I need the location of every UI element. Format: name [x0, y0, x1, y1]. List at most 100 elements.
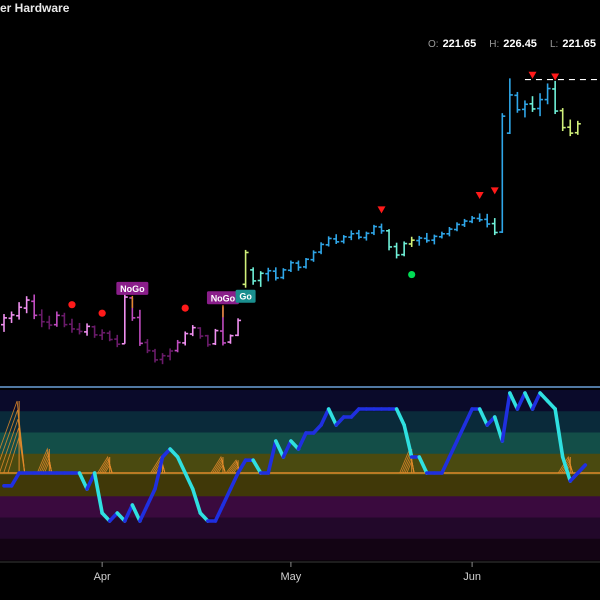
price-bar: [408, 236, 415, 247]
price-bar: [438, 231, 445, 239]
price-bar: [23, 296, 30, 314]
price-bar: [68, 318, 75, 333]
low-value: 221.65: [562, 38, 596, 50]
open-value: 221.65: [442, 38, 477, 50]
oscillator-segment: [349, 407, 361, 419]
oscillator-segment: [145, 487, 157, 507]
ohlc-readout: O: 221.65 H: 226.45 L: 221.65: [428, 38, 596, 50]
time-axis: Apr May Jun: [94, 562, 481, 583]
oscillator-segment: [281, 439, 293, 459]
price-bar: [197, 327, 204, 339]
oscillator-segment: [130, 503, 142, 523]
price-bar: [559, 108, 566, 132]
red-triangle-marker: [490, 187, 499, 195]
oscillator-segment: [100, 511, 112, 523]
oscillator-segment: [462, 407, 474, 427]
oscillator-segment: [334, 415, 346, 427]
price-bar: [250, 267, 257, 285]
tag-box: [235, 289, 256, 303]
price-bar: [287, 260, 294, 273]
price-bar: [476, 213, 483, 222]
oscillator-segment: [394, 407, 406, 427]
price-bar: [333, 234, 340, 244]
price-bar: [144, 339, 151, 354]
wave-shading: [36, 447, 53, 474]
price-bar: [167, 348, 174, 361]
oscillator-segment: [160, 447, 172, 459]
price-bar: [76, 322, 83, 335]
tag-label: Go: [239, 292, 252, 302]
price-bar: [340, 235, 347, 244]
oscillator-segment: [198, 511, 210, 523]
oscillator-segment: [455, 423, 467, 443]
time-axis-label: May: [281, 571, 302, 583]
red-triangle-marker: [551, 73, 560, 81]
price-bar: [174, 339, 181, 353]
time-axis-label: Jun: [463, 571, 481, 583]
oscillator-segment: [560, 455, 573, 483]
red-dot-marker: [98, 309, 106, 317]
price-bar: [295, 260, 302, 271]
oscillator-segment: [447, 439, 459, 459]
price-bar: [431, 234, 438, 245]
oscillator-segment: [500, 391, 512, 443]
oscillator-segment: [183, 471, 195, 491]
price-bar: [121, 292, 128, 345]
price-bar: [574, 120, 581, 135]
price-bar: [106, 330, 113, 342]
price-bar: [514, 91, 521, 113]
oscillator-segment: [492, 415, 505, 443]
oscillator-segment: [236, 458, 248, 475]
red-triangle-marker: [377, 206, 386, 214]
price-bar: [159, 353, 166, 365]
oscillator-segment: [77, 471, 89, 491]
price-bar: [114, 334, 121, 348]
price-bar: [182, 331, 189, 346]
price-bar: [1, 314, 7, 332]
oscillator-segment: [175, 455, 187, 475]
price-bar: [567, 119, 574, 137]
price-bar: [521, 100, 528, 118]
price-bar: [423, 232, 430, 243]
price-bar: [91, 325, 98, 338]
price-bar: [303, 257, 309, 269]
price-bar: [446, 226, 453, 237]
oscillator-segment: [417, 455, 429, 475]
oscillator-segment: [568, 471, 580, 483]
low-key: L:: [550, 39, 559, 50]
price-bar: [280, 268, 287, 280]
price-bar: [204, 334, 211, 347]
oscillator-segment: [538, 391, 550, 403]
oscillator-segment: [508, 391, 520, 411]
oscillator-segment: [440, 455, 452, 475]
oscillator-segment: [153, 455, 165, 491]
red-triangle-marker: [475, 191, 484, 199]
price-bar: [491, 218, 498, 236]
oscillator-band: [0, 496, 600, 518]
oscillator-band: [0, 453, 600, 476]
go-tag: Go: [235, 289, 256, 303]
price-bar: [152, 348, 158, 363]
oscillator-segment: [190, 487, 203, 515]
tag-label: NoGo: [120, 284, 145, 294]
price-bar: [84, 323, 91, 336]
oscillator-segment: [266, 439, 278, 475]
price-bar: [46, 315, 53, 330]
price-bar: [189, 325, 196, 337]
nogo-tag: NoGo: [116, 281, 149, 308]
oscillator-segment: [9, 471, 21, 488]
price-bar: [325, 236, 332, 247]
high-value: 226.45: [503, 38, 537, 50]
price-bar: [242, 249, 249, 288]
oscillator-segment: [402, 423, 414, 459]
price-bar: [53, 311, 60, 327]
oscillator-segment: [575, 463, 588, 475]
red-dot-marker: [181, 304, 189, 312]
oscillator-segment: [273, 439, 286, 459]
price-bar: [378, 223, 385, 234]
oscillator-segment: [123, 503, 135, 523]
oscillator-band: [0, 475, 600, 497]
price-bar: [99, 329, 106, 340]
oscillator-segment: [545, 399, 557, 411]
